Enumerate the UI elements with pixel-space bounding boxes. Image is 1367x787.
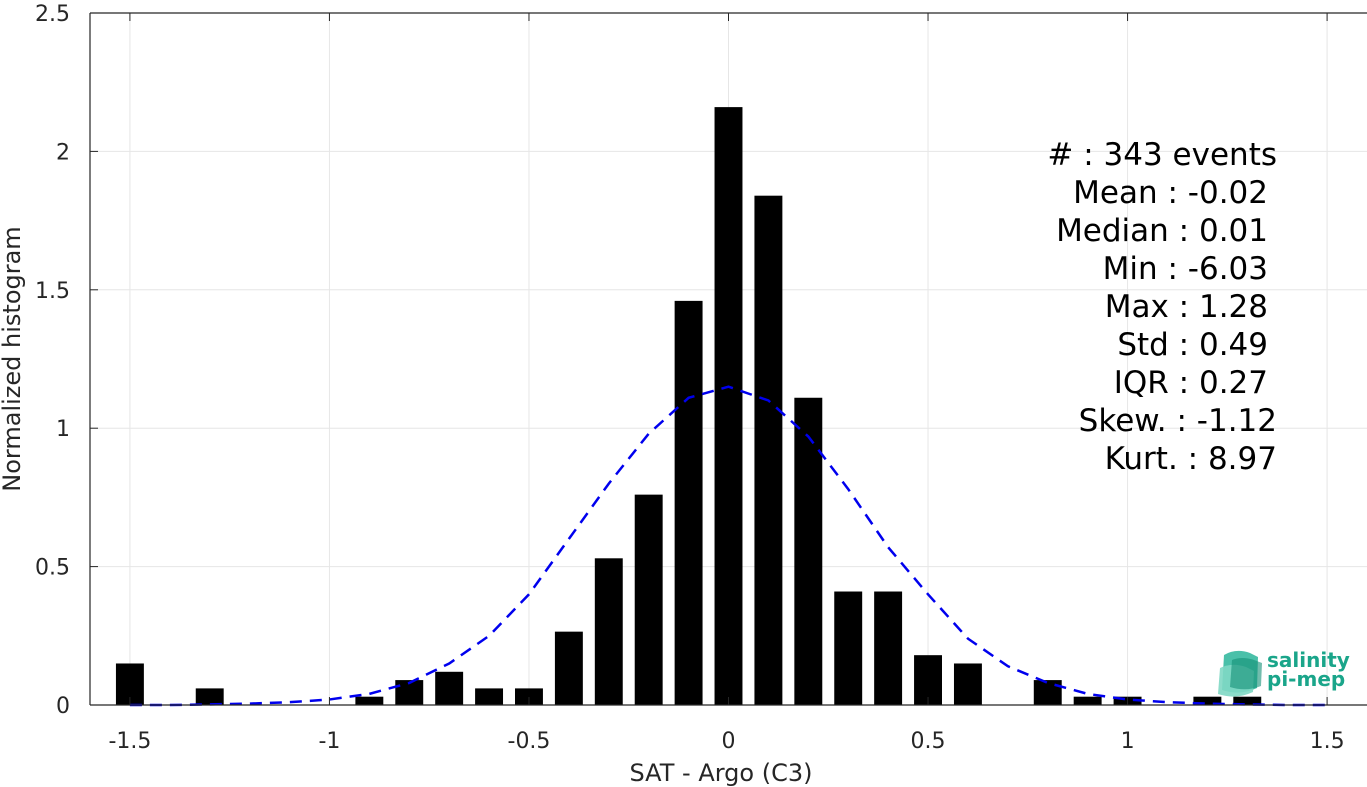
histogram-bar	[794, 397, 823, 705]
histogram-bar	[1233, 696, 1262, 705]
histogram-bar	[395, 680, 424, 705]
histogram-bar	[953, 663, 982, 705]
x-tick-label: 0.5	[911, 729, 946, 754]
x-tick-label: -1	[318, 729, 340, 754]
x-tick-label: 0	[722, 729, 736, 754]
y-tick-label: 0	[56, 694, 70, 719]
histogram-bar	[1073, 696, 1102, 705]
logo-text-line1: salinity	[1267, 648, 1350, 672]
histogram-bar	[754, 195, 783, 706]
stat-line: Max : 1.28	[1105, 289, 1268, 325]
stat-line: Skew. : -1.12	[1079, 403, 1277, 439]
stat-line: IQR : 0.27	[1114, 365, 1268, 401]
histogram-bar	[1193, 696, 1222, 705]
gaussian-fit-curve	[129, 385, 1328, 707]
histogram-bar	[834, 591, 863, 705]
histogram-bar	[355, 696, 384, 705]
stat-line: Median : 0.01	[1056, 213, 1268, 249]
histogram-bar	[634, 494, 663, 705]
histogram-bars	[115, 107, 1262, 706]
logo-text-line2: pi-mep	[1267, 667, 1345, 691]
histogram-bar	[195, 688, 224, 705]
histogram-bar	[914, 655, 942, 705]
x-tick-label: 1.5	[1310, 729, 1345, 754]
y-tick-label: 1	[56, 417, 70, 442]
stat-line: Std : 0.49	[1117, 327, 1268, 363]
x-tick-label: 1	[1121, 729, 1135, 754]
histogram-bar	[594, 558, 623, 705]
histogram-bar	[874, 591, 903, 705]
histogram-bar	[475, 688, 504, 705]
histogram-bar	[714, 107, 743, 705]
histogram-bar	[515, 688, 543, 705]
y-tick-label: 2	[56, 140, 70, 165]
x-tick-label: -1.5	[108, 729, 151, 754]
stat-line: # : 343 events	[1047, 137, 1277, 173]
histogram-bar	[554, 631, 583, 705]
y-tick-labels: 0 0.5 1 1.5 2 2.5	[35, 2, 70, 719]
logo-emblem-icon	[1218, 650, 1262, 697]
x-axis-label: SAT - Argo (C3)	[630, 759, 813, 787]
y-tick-label: 2.5	[35, 2, 70, 27]
histogram-bar	[1033, 680, 1062, 705]
y-tick-label: 1.5	[35, 279, 70, 304]
histogram-bar	[435, 671, 464, 705]
y-axis-label: Normalized histogram	[0, 226, 26, 491]
stat-line: Mean : -0.02	[1073, 175, 1268, 211]
x-tick-label: -0.5	[508, 729, 551, 754]
x-tick-labels: -1.5 -1 -0.5 0 0.5 1 1.5	[108, 729, 1344, 754]
stat-line: Kurt. : 8.97	[1105, 441, 1277, 477]
y-tick-label: 0.5	[35, 556, 70, 581]
axes	[89, 12, 1367, 706]
histogram-bar	[674, 300, 703, 705]
stat-line: Min : -6.03	[1103, 251, 1268, 287]
salinity-pi-mep-logo: salinity pi-mep	[1218, 648, 1350, 697]
